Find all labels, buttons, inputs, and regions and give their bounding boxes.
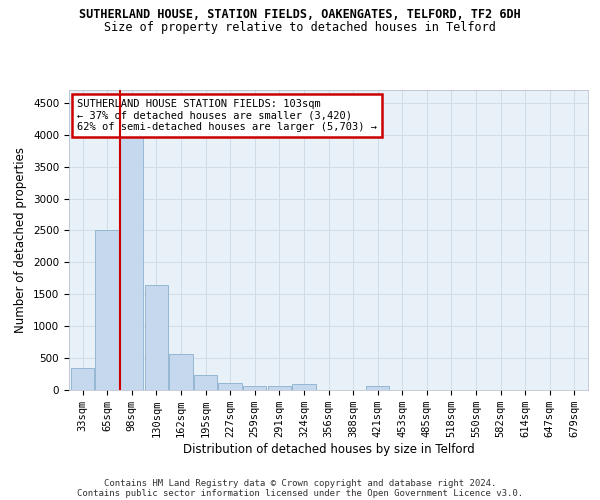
Bar <box>145 286 168 390</box>
Bar <box>268 386 291 390</box>
Y-axis label: Number of detached properties: Number of detached properties <box>14 147 28 333</box>
Text: SUTHERLAND HOUSE STATION FIELDS: 103sqm
← 37% of detached houses are smaller (3,: SUTHERLAND HOUSE STATION FIELDS: 103sqm … <box>77 99 377 132</box>
Bar <box>366 386 389 390</box>
Text: Contains HM Land Registry data © Crown copyright and database right 2024.: Contains HM Land Registry data © Crown c… <box>104 478 496 488</box>
Bar <box>120 122 143 390</box>
Text: Size of property relative to detached houses in Telford: Size of property relative to detached ho… <box>104 21 496 34</box>
Bar <box>71 368 94 390</box>
Bar <box>243 386 266 390</box>
Bar <box>218 383 242 390</box>
Text: Contains public sector information licensed under the Open Government Licence v3: Contains public sector information licen… <box>77 488 523 498</box>
Bar <box>95 230 119 390</box>
X-axis label: Distribution of detached houses by size in Telford: Distribution of detached houses by size … <box>182 443 475 456</box>
Bar <box>194 376 217 390</box>
Bar <box>292 384 316 390</box>
Bar <box>169 354 193 390</box>
Text: SUTHERLAND HOUSE, STATION FIELDS, OAKENGATES, TELFORD, TF2 6DH: SUTHERLAND HOUSE, STATION FIELDS, OAKENG… <box>79 8 521 20</box>
